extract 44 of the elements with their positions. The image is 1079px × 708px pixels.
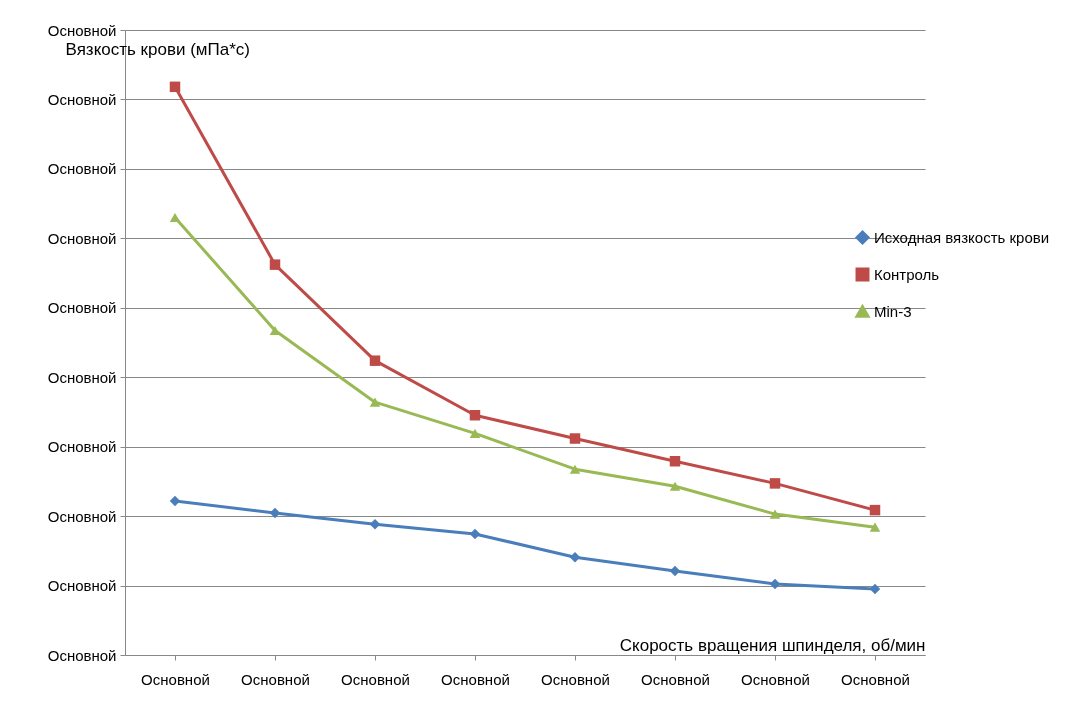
point: [269, 507, 281, 519]
point: [769, 478, 781, 489]
legend-label: Min-3: [874, 302, 912, 320]
x-tick-label: Основной: [641, 670, 710, 688]
point: [569, 552, 581, 563]
text: Основной: [47, 21, 117, 39]
point: [169, 81, 181, 93]
point: [669, 456, 681, 467]
point: [769, 509, 781, 519]
x-tick-label: Основной: [841, 670, 910, 688]
text: Основной: [47, 577, 117, 595]
text: Основной: [47, 438, 117, 456]
point: [469, 528, 481, 540]
legend-label: Контроль: [874, 265, 940, 283]
point: [169, 212, 181, 223]
point: [469, 409, 481, 421]
point: [869, 522, 881, 532]
point: [169, 495, 181, 507]
text: Основной: [47, 160, 117, 178]
point: [369, 397, 381, 407]
legend-label: Исходная вязкость крови: [874, 228, 1050, 246]
x-tick-label: Основной: [541, 670, 610, 688]
point: [569, 464, 581, 474]
point: [569, 433, 581, 444]
point: [469, 428, 481, 438]
text: Основной: [47, 368, 117, 386]
text: Основной: [47, 90, 117, 108]
text: Основной: [47, 229, 117, 247]
point: [369, 355, 381, 366]
point: [669, 481, 681, 491]
point: [269, 259, 281, 270]
point: [369, 519, 381, 530]
x-tick-label: Основной: [441, 670, 510, 688]
y-axis-title: Вязкость крови (мПа*с): [65, 39, 250, 59]
point: [669, 565, 681, 577]
x-tick-label: Основной: [241, 670, 310, 688]
x-axis-title: Скорость вращения шпинделя, об/мин: [619, 635, 926, 655]
text: Основной: [47, 646, 117, 664]
text: Основной: [47, 507, 117, 525]
x-tick-label: Основной: [341, 670, 410, 688]
x-tick-label: Основной: [141, 670, 210, 688]
text: Основной: [47, 299, 117, 317]
x-tick-label: Основной: [741, 670, 810, 688]
point: [869, 504, 881, 516]
